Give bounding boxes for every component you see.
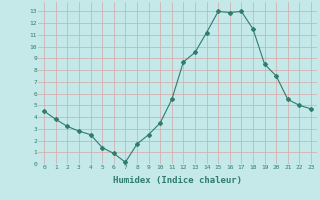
- X-axis label: Humidex (Indice chaleur): Humidex (Indice chaleur): [113, 176, 242, 185]
